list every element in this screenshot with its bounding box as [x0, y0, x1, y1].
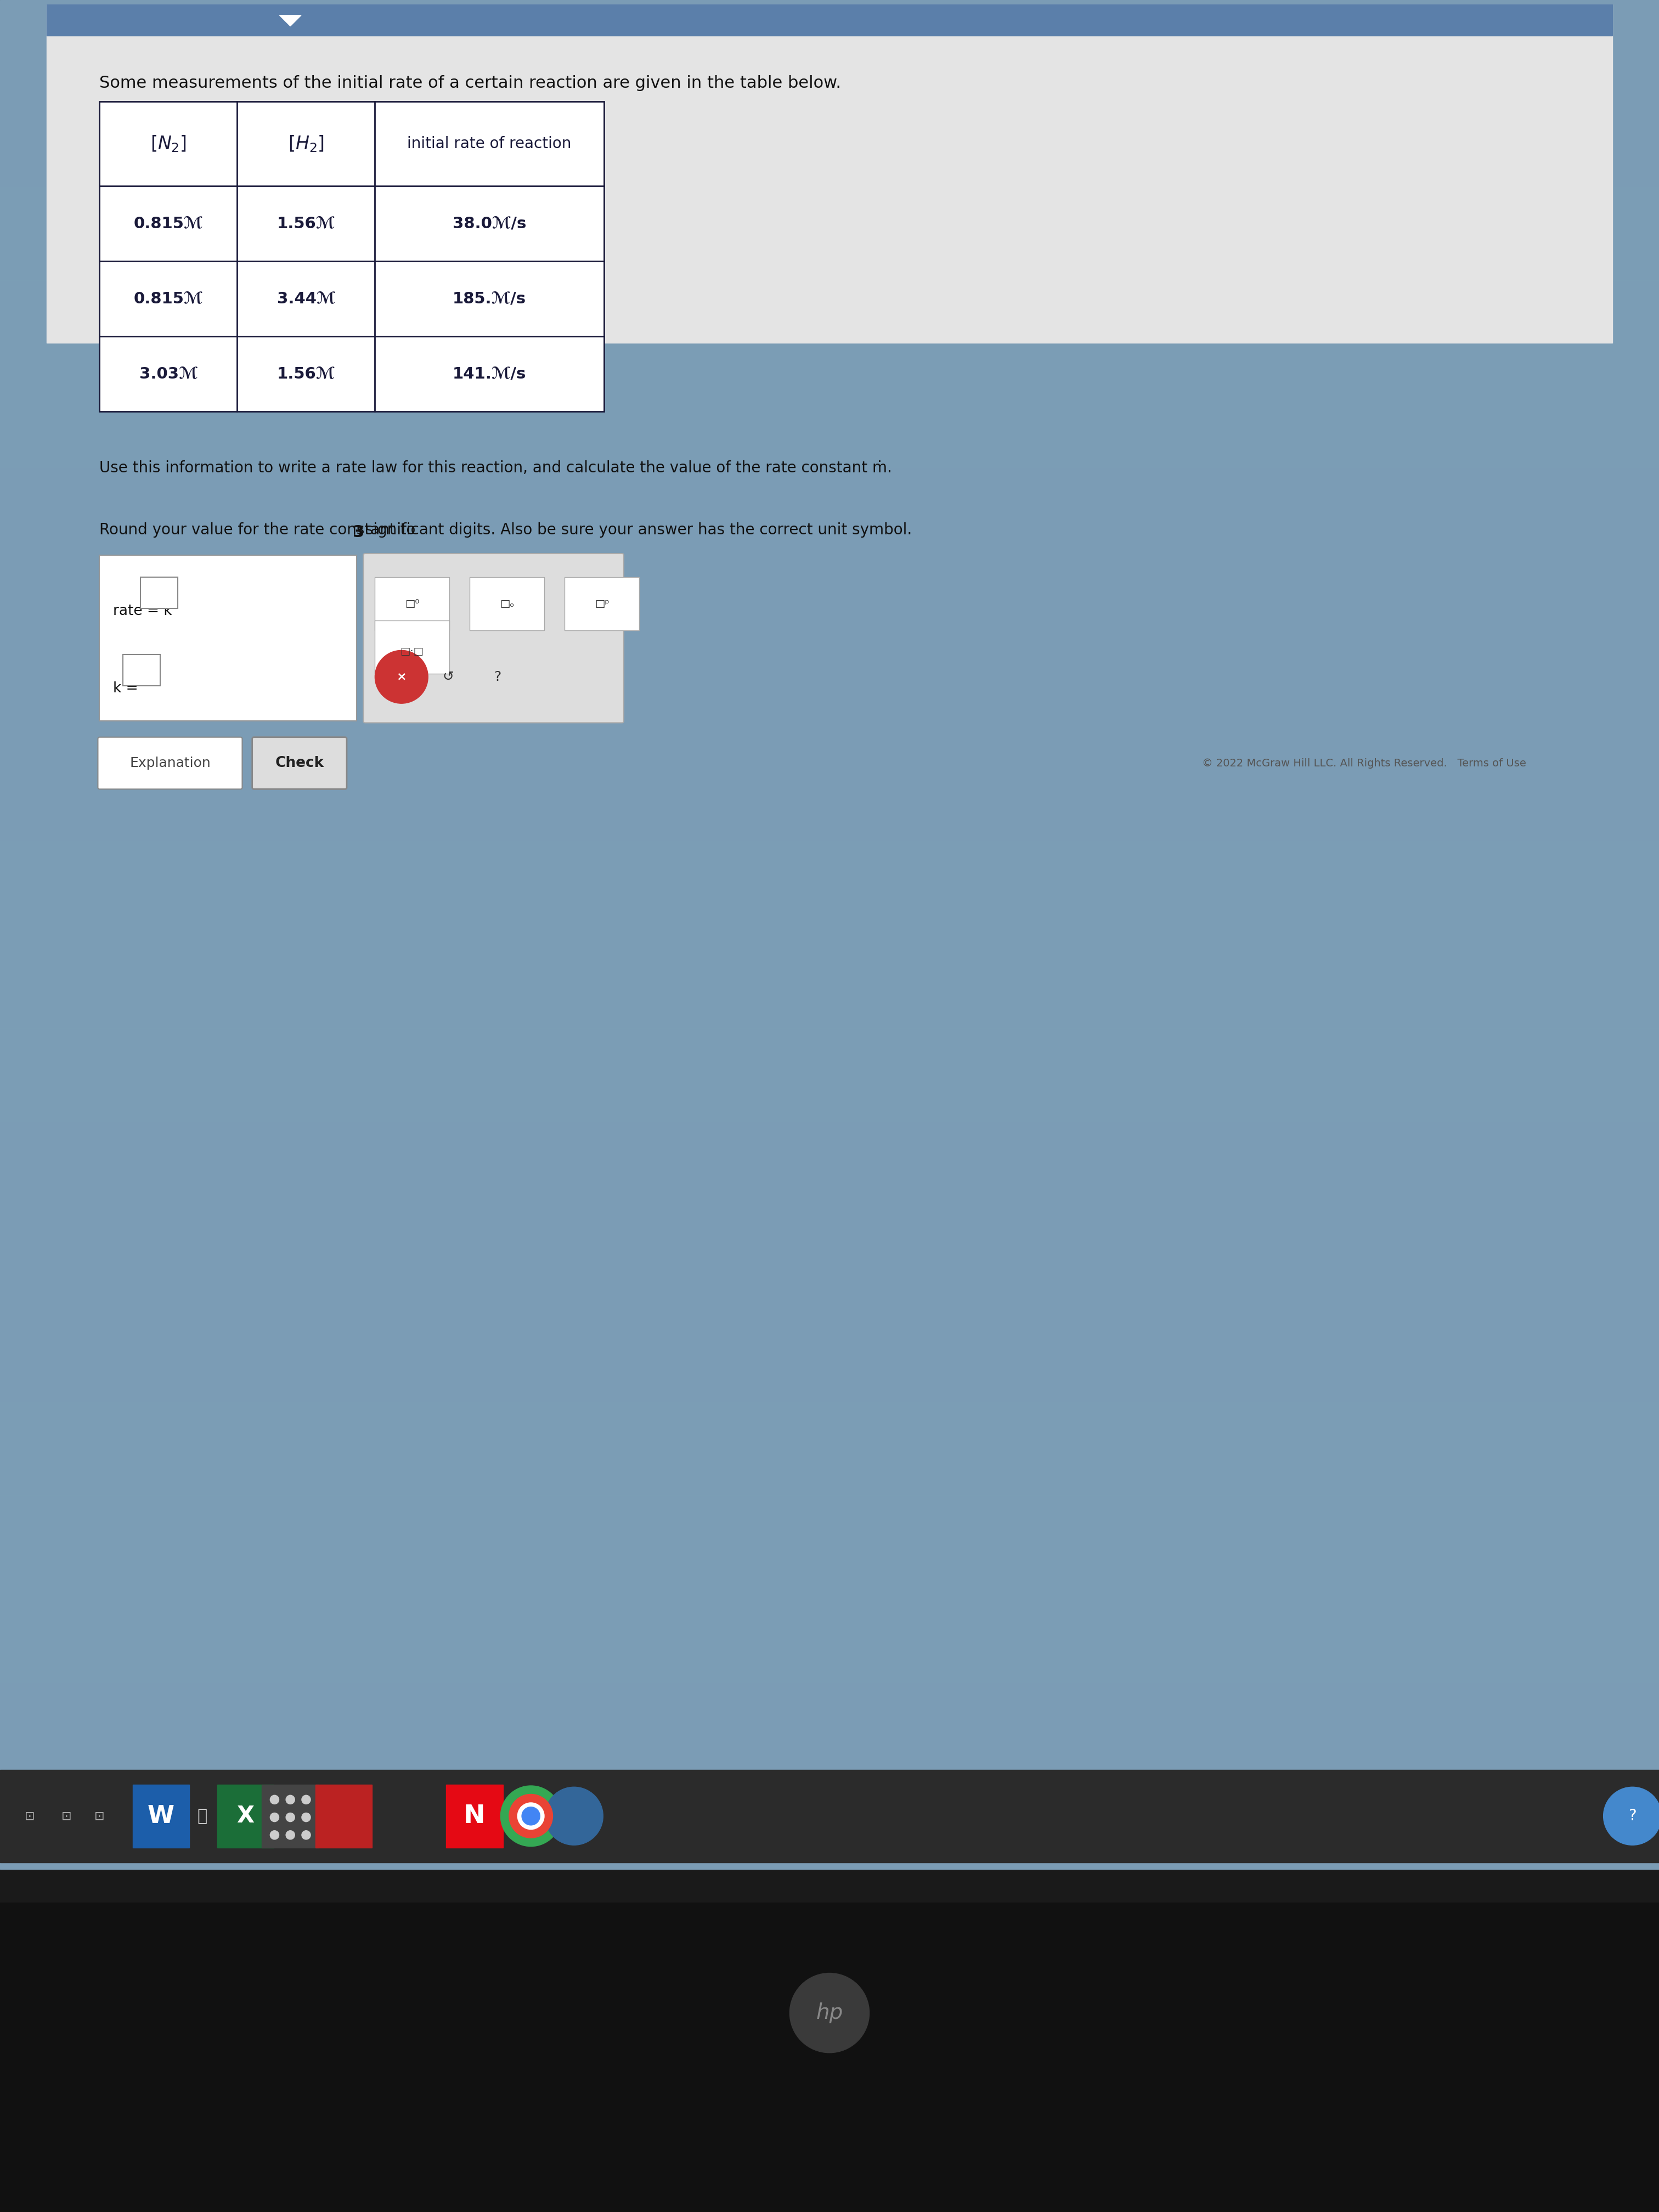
Bar: [0, 1770, 1659, 1863]
Bar: [0, 188, 1659, 281]
Bar: [0, 1402, 1659, 1495]
Text: k =: k =: [113, 681, 138, 695]
Text: ?: ?: [1629, 1809, 1636, 1823]
Text: Round your value for the rate constant to: Round your value for the rate constant t…: [100, 522, 421, 538]
Bar: [0, 281, 1659, 374]
Text: 3.44ℳ: 3.44ℳ: [277, 292, 335, 305]
Bar: [0, 1121, 1659, 1214]
Bar: [0, 933, 1659, 1029]
Text: ?: ?: [494, 670, 501, 684]
Bar: [0, 562, 1659, 655]
Bar: [123, 655, 161, 686]
Circle shape: [270, 1796, 279, 1805]
Text: X: X: [237, 1805, 254, 1827]
Text: hp: hp: [816, 2002, 843, 2024]
Bar: [0, 841, 1659, 933]
Bar: [0, 655, 1659, 748]
Text: 1.56ℳ: 1.56ℳ: [277, 367, 335, 380]
Text: ×: ×: [397, 672, 406, 681]
Circle shape: [270, 1814, 279, 1823]
Bar: [0, 374, 1659, 467]
Bar: [469, 577, 544, 630]
Bar: [0, 1029, 1659, 1121]
Bar: [375, 577, 450, 630]
Text: ↺: ↺: [443, 670, 453, 684]
Text: Some measurements of the initial rate of a certain reaction are given in the tab: Some measurements of the initial rate of…: [100, 75, 841, 91]
Circle shape: [302, 1832, 310, 1840]
Text: 38.0ℳ/s: 38.0ℳ/s: [453, 217, 526, 230]
Text: 1.56ℳ: 1.56ℳ: [277, 217, 335, 230]
Bar: [46, 4, 1613, 35]
Text: □ₒ: □ₒ: [499, 599, 514, 608]
FancyBboxPatch shape: [252, 737, 347, 790]
Circle shape: [302, 1796, 310, 1805]
Text: ⊡: ⊡: [61, 1812, 71, 1820]
Bar: [0, 1902, 1659, 2212]
Bar: [100, 555, 357, 721]
Text: 3: 3: [353, 524, 365, 540]
Circle shape: [501, 1785, 561, 1847]
Bar: [217, 1785, 274, 1847]
Text: 3.03ℳ: 3.03ℳ: [139, 367, 197, 380]
Circle shape: [509, 1794, 552, 1838]
Text: $[H_2]$: $[H_2]$: [289, 135, 324, 153]
Bar: [133, 1785, 189, 1847]
FancyBboxPatch shape: [98, 737, 242, 790]
Text: significant digits. Also be sure your answer has the correct unit symbol.: significant digits. Also be sure your an…: [360, 522, 912, 538]
Text: 141.ℳ/s: 141.ℳ/s: [453, 367, 526, 380]
Circle shape: [375, 650, 428, 703]
Bar: [0, 93, 1659, 188]
Text: 0.815ℳ: 0.815ℳ: [134, 217, 202, 230]
Circle shape: [285, 1832, 295, 1840]
Text: Check: Check: [275, 757, 324, 770]
Circle shape: [302, 1814, 310, 1823]
Text: □·□: □·□: [400, 646, 425, 657]
Bar: [0, 748, 1659, 841]
Bar: [141, 577, 178, 608]
Bar: [0, 1307, 1659, 1402]
Circle shape: [790, 1973, 869, 2053]
Bar: [0, 1776, 1659, 1869]
Text: N: N: [463, 1803, 486, 1829]
Circle shape: [523, 1807, 539, 1825]
Text: initial rate of reaction: initial rate of reaction: [408, 137, 571, 150]
Text: Explanation: Explanation: [129, 757, 211, 770]
Bar: [0, 467, 1659, 562]
Bar: [315, 1785, 372, 1847]
Bar: [564, 577, 639, 630]
Text: ⊡: ⊡: [25, 1812, 35, 1820]
Text: □⁰: □⁰: [405, 599, 420, 608]
Text: W: W: [148, 1805, 174, 1827]
Bar: [262, 1785, 319, 1847]
Bar: [46, 4, 1613, 343]
Text: © 2022 McGraw Hill LLC. All Rights Reserved.   Terms of Use: © 2022 McGraw Hill LLC. All Rights Reser…: [1203, 759, 1526, 768]
Bar: [375, 622, 450, 675]
Bar: [100, 102, 604, 411]
Bar: [0, 0, 1659, 93]
Circle shape: [285, 1814, 295, 1823]
Text: Use this information to write a rate law for this reaction, and calculate the va: Use this information to write a rate law…: [100, 460, 893, 476]
Circle shape: [1603, 1787, 1659, 1845]
FancyBboxPatch shape: [363, 553, 624, 723]
Text: 0.815ℳ: 0.815ℳ: [134, 292, 202, 305]
Text: □ᵖ: □ᵖ: [594, 599, 609, 608]
Circle shape: [518, 1803, 544, 1829]
Circle shape: [285, 1796, 295, 1805]
Bar: [0, 0, 1659, 1869]
Text: ⊡: ⊡: [95, 1812, 105, 1820]
Text: $[N_2]$: $[N_2]$: [151, 135, 186, 153]
Circle shape: [270, 1832, 279, 1840]
Bar: [0, 1588, 1659, 1681]
Bar: [0, 1214, 1659, 1310]
Circle shape: [544, 1787, 604, 1845]
Text: 185.ℳ/s: 185.ℳ/s: [453, 292, 526, 305]
Bar: [0, 1495, 1659, 1588]
Bar: [446, 1785, 503, 1847]
Text: 📁: 📁: [197, 1807, 207, 1825]
Text: rate = k: rate = k: [113, 604, 173, 617]
Polygon shape: [279, 15, 302, 27]
Bar: [0, 1681, 1659, 1776]
